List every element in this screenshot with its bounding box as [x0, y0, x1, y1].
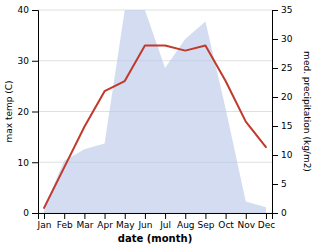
tick-label: 0	[23, 208, 29, 218]
tick-label: 10	[281, 150, 293, 160]
tick-mark	[272, 213, 278, 214]
axis-line	[273, 11, 279, 214]
tick-mark	[246, 213, 247, 219]
axis-line	[39, 214, 273, 220]
y-axis: 0 10 20 30 40	[18, 5, 39, 218]
tick-label: 5	[281, 179, 287, 189]
tick-mark	[125, 213, 126, 219]
chart: Jan FebMar AprMayJun Jul AugSep OctNovDec 0 10 2…	[0, 0, 318, 247]
tick-mark	[272, 39, 278, 40]
tick: 20	[272, 92, 293, 102]
tick: 15	[272, 121, 292, 131]
tick-label: 20	[281, 92, 293, 102]
tick-mark	[32, 112, 38, 113]
tick: Oct	[218, 213, 234, 230]
tick-label: 35	[281, 5, 292, 15]
tick-label: 15	[281, 121, 292, 131]
tick-mark	[272, 68, 278, 69]
tick: 10	[272, 150, 293, 160]
x-axis: Jan FebMar AprMayJun Jul AugSep OctNovDec	[37, 213, 276, 230]
tick-mark	[84, 213, 85, 219]
tick-mark	[226, 213, 227, 219]
tick-label: Oct	[218, 220, 234, 230]
y2-axis: 0 5 10 15 20 25 30 35	[272, 5, 293, 218]
tick: Dec	[258, 213, 275, 230]
tick: 0	[23, 208, 38, 218]
tick-mark	[32, 61, 38, 62]
tick-mark	[266, 213, 267, 219]
tick-label: Jan	[37, 220, 52, 230]
tick-mark	[105, 213, 106, 219]
tick: 25	[272, 63, 292, 73]
tick-mark	[145, 213, 146, 219]
tick-label: 30	[18, 56, 30, 66]
tick: 20	[18, 107, 38, 117]
y2-axis-title: med. precipitation (kg/m2)	[302, 51, 312, 172]
tick-label: Jun	[137, 220, 152, 230]
tick-label: 40	[18, 5, 30, 15]
grid-line	[38, 10, 272, 11]
tick: 35	[272, 5, 292, 15]
tick: Jul	[159, 213, 171, 230]
tick-label: Apr	[97, 220, 113, 230]
tick-mark	[44, 213, 45, 219]
tick: Mar	[76, 213, 93, 230]
tick: Jun	[137, 213, 152, 230]
y-axis-title: max temp (C)	[4, 80, 14, 142]
tick: 0	[272, 208, 287, 218]
tick: Jan	[37, 213, 52, 230]
tick-label: Aug	[177, 220, 195, 230]
tick-label: Dec	[258, 220, 275, 230]
axis-line	[32, 11, 39, 214]
area	[44, 10, 266, 213]
tick-mark	[32, 10, 38, 11]
x-axis-title: date (month)	[118, 233, 192, 244]
tick-label: 25	[281, 63, 292, 73]
tick-label: May	[116, 220, 135, 230]
tick-mark	[64, 213, 65, 219]
tick-mark	[272, 155, 278, 156]
tick-label: 20	[18, 107, 30, 117]
tick-mark	[185, 213, 186, 219]
plot: Jan FebMar AprMayJun Jul AugSep OctNovDec 0 10 2…	[18, 5, 293, 230]
tick-mark	[32, 213, 38, 214]
tick-mark	[272, 126, 278, 127]
tick-mark	[272, 184, 278, 185]
tick: Aug	[177, 213, 195, 230]
tick: Nov	[237, 213, 255, 230]
tick-mark	[32, 162, 38, 163]
tick: 40	[18, 5, 38, 15]
line	[44, 46, 266, 208]
tick-label: Sep	[197, 220, 214, 230]
tick-label: 0	[281, 208, 287, 218]
tick-label: 30	[281, 34, 293, 44]
tick-mark	[205, 213, 206, 219]
tick: 5	[272, 179, 287, 189]
tick-mark	[272, 10, 278, 11]
tick: 30	[18, 56, 38, 66]
tick: 10	[18, 158, 38, 168]
tick: May	[116, 213, 135, 230]
tick-mark	[272, 97, 278, 98]
tick-label: Feb	[57, 220, 73, 230]
tick-mark	[165, 213, 166, 219]
tick: Sep	[197, 213, 214, 230]
tick: 30	[272, 34, 293, 44]
tick-label: Jul	[159, 220, 171, 230]
grid	[38, 10, 272, 213]
tick: Apr	[97, 213, 113, 230]
tick: Feb	[57, 213, 73, 230]
tick-label: Mar	[76, 220, 93, 230]
tick-label: 10	[18, 158, 30, 168]
marks	[44, 10, 266, 213]
tick-label: Nov	[237, 220, 255, 230]
